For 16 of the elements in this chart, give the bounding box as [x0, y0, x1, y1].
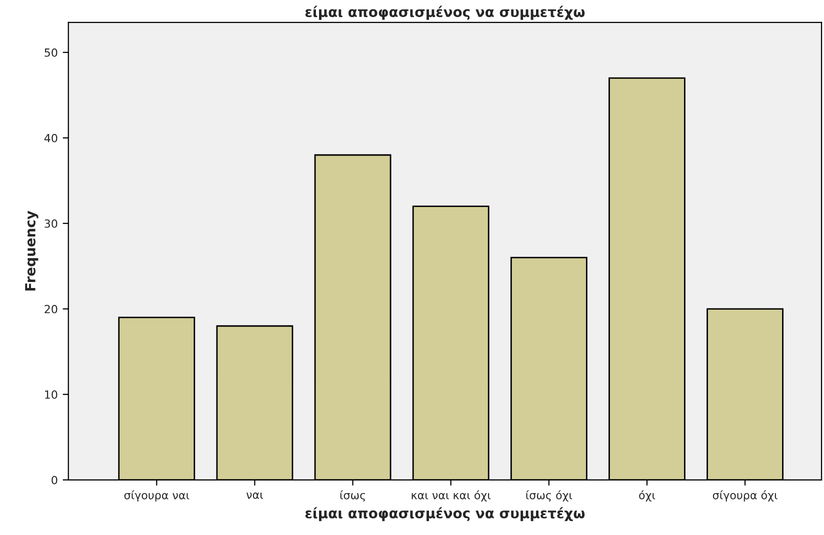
y-tick-label: 20	[44, 304, 58, 314]
y-axis-title: Frequency	[25, 210, 38, 291]
x-tick-label: ίσως όχι	[526, 490, 572, 502]
x-tick-label: σίγουρα όχι	[712, 490, 778, 502]
y-tick-label: 10	[45, 390, 58, 399]
x-tick-label: σίγουρα ναι	[124, 490, 190, 502]
chart-title: είμαι αποφασισμένος να συμμετέχω	[305, 6, 585, 20]
x-tick-label: ναι	[246, 492, 263, 499]
y-tick-label: 0	[52, 476, 58, 484]
y-tick-label: 40	[44, 134, 58, 142]
x-tick-label: και ναι και όχι	[412, 490, 491, 502]
x-tick-label: όχι	[639, 490, 656, 502]
y-tick-label: 50	[44, 48, 58, 57]
x-axis-title: είμαι αποφασισμένος να συμμετέχω	[305, 507, 585, 522]
x-tick-label: ίσως	[340, 490, 365, 502]
y-tick-label: 30	[44, 219, 58, 228]
